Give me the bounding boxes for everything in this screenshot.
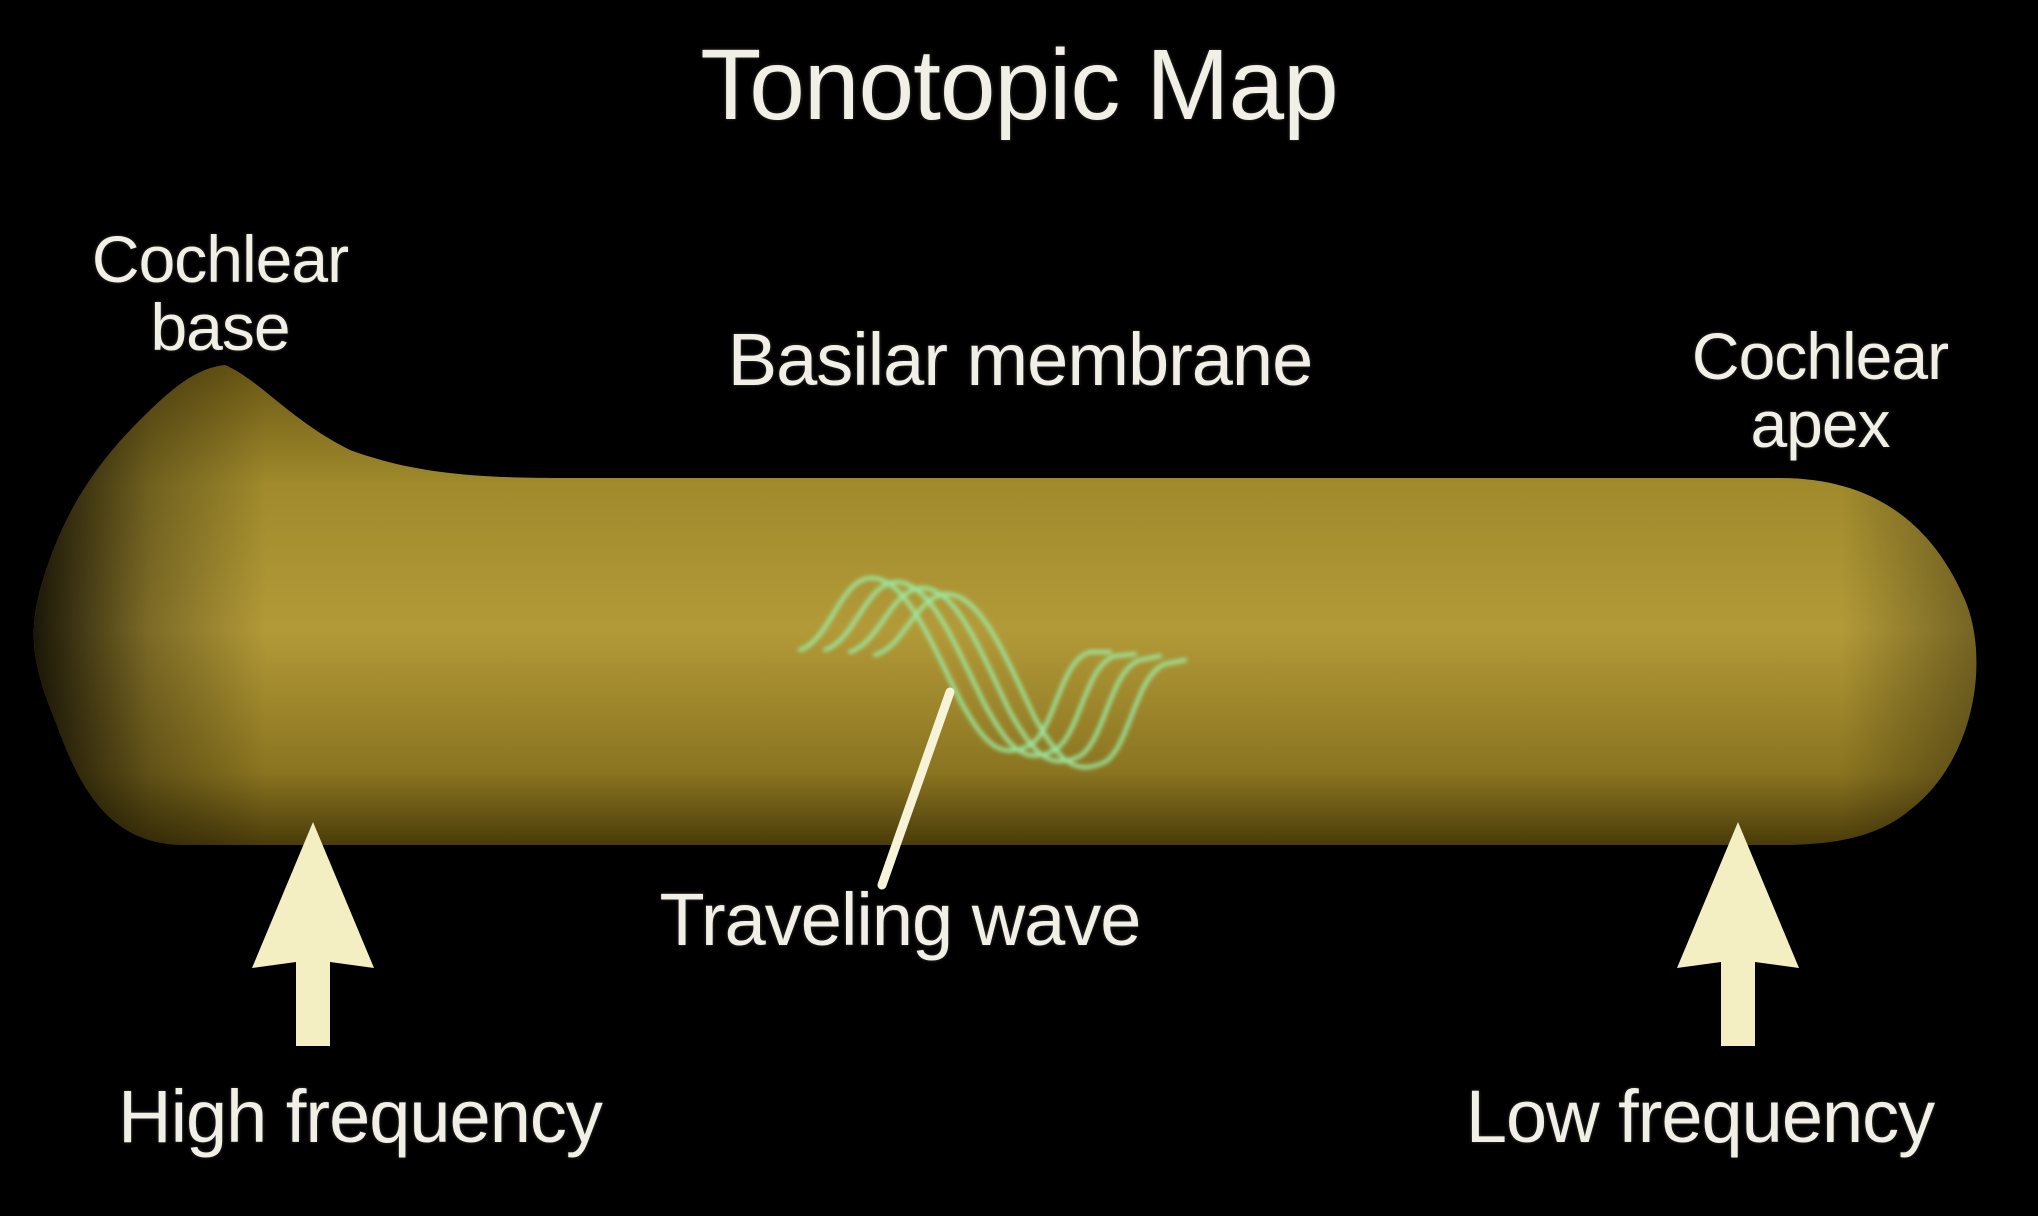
- cochlear-base-label: Cochlear base: [91, 222, 349, 364]
- cochlear-apex-label: Cochlear apex: [1691, 319, 1949, 461]
- low-frequency-arrow: [1677, 822, 1799, 1046]
- traveling-wave-label: Traveling wave: [659, 878, 1142, 961]
- traveling-wave: [798, 575, 1187, 770]
- high-frequency-arrow: [252, 822, 374, 1046]
- high-frequency-label: High frequency: [118, 1075, 603, 1158]
- low-frequency-label: Low frequency: [1465, 1075, 1935, 1158]
- page-title: Tonotopic Map: [700, 29, 1338, 141]
- membrane-edge-shading: [33, 365, 1977, 845]
- traveling-wave-pointer: [877, 687, 955, 890]
- basilar-membrane-label: Basilar membrane: [727, 318, 1313, 401]
